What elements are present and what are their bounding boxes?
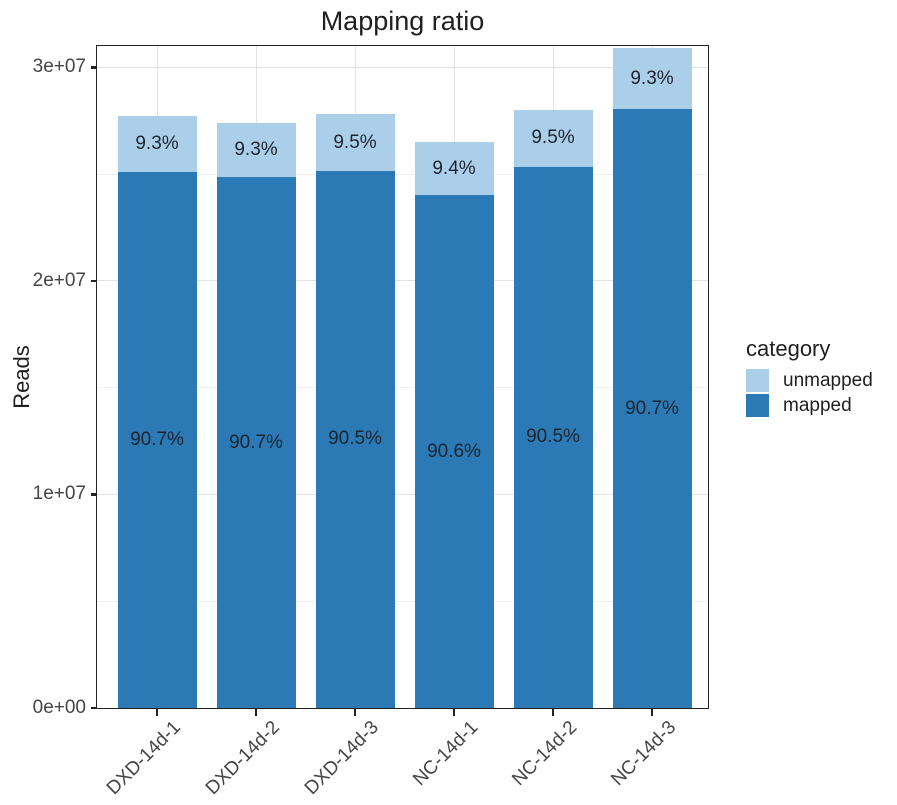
legend-label: unmapped — [783, 369, 873, 391]
y-tick-label: 2e+07 — [32, 269, 86, 291]
y-axis-title: Reads — [9, 345, 34, 409]
bar-segment-mapped — [414, 195, 494, 708]
legend: category unmapped mapped — [746, 336, 873, 419]
x-tick-label: NC-14d-1 — [408, 717, 482, 791]
bar-percent-label-mapped: 90.6% — [427, 440, 481, 462]
bar-segment-unmapped — [315, 114, 395, 171]
y-tick-mark — [91, 279, 97, 283]
x-tick-label: DXD-14d-1 — [102, 717, 185, 800]
bar-percent-label-unmapped: 9.4% — [432, 157, 476, 179]
y-major-gridline — [97, 66, 708, 68]
bar-percent-label-unmapped: 9.3% — [135, 133, 179, 155]
y-tick-mark — [91, 493, 97, 496]
y-minor-gridline — [97, 173, 708, 175]
y-minor-gridline — [97, 387, 708, 389]
legend-item-unmapped: unmapped — [746, 369, 873, 392]
x-tick-mark — [551, 709, 555, 716]
bar-percent-label-unmapped: 9.5% — [333, 131, 377, 153]
x-tick-mark — [353, 709, 357, 716]
bar-segment-unmapped — [612, 48, 692, 110]
y-minor-gridline — [97, 600, 708, 602]
y-tick-label: 1e+07 — [32, 483, 86, 505]
x-tick-mark — [254, 709, 258, 716]
bar-segment-unmapped — [513, 110, 593, 167]
bar-percent-label-unmapped: 9.5% — [531, 127, 575, 149]
legend-label: mapped — [783, 394, 852, 416]
bar-segment-mapped — [216, 177, 296, 708]
legend-swatch-mapped — [746, 394, 769, 417]
bar-percent-label-mapped: 90.7% — [229, 431, 283, 453]
y-major-gridline — [97, 493, 708, 495]
y-tick-label: 0e+00 — [32, 697, 86, 718]
chart-title: Mapping ratio — [320, 6, 485, 36]
bar-segment-unmapped — [216, 122, 296, 178]
y-tick-mark — [91, 706, 97, 710]
bar-segment-mapped — [117, 171, 197, 708]
x-tick-mark — [452, 709, 456, 716]
legend-items: unmapped mapped — [746, 369, 873, 417]
x-tick-mark — [155, 709, 159, 716]
x-tick-label: NC-14d-2 — [507, 717, 581, 791]
bar-segment-mapped — [513, 166, 593, 708]
y-major-gridline — [97, 280, 708, 282]
bar-segment-mapped — [612, 109, 692, 708]
bar-segment-unmapped — [414, 142, 494, 196]
bar-segment-mapped — [315, 170, 395, 708]
x-tick-label: NC-14d-3 — [606, 717, 680, 791]
legend-title: category — [746, 336, 831, 361]
bar-percent-label-unmapped: 9.3% — [630, 67, 674, 89]
x-tick-label: DXD-14d-3 — [300, 717, 383, 800]
bar-percent-label-mapped: 90.7% — [130, 428, 184, 450]
x-tick-label: DXD-14d-2 — [201, 717, 284, 800]
bar-segment-unmapped — [117, 116, 197, 172]
legend-swatch-unmapped — [746, 369, 769, 392]
bar-percent-label-mapped: 90.7% — [625, 397, 679, 419]
y-tick-mark — [91, 66, 97, 69]
bar-percent-label-mapped: 90.5% — [526, 426, 580, 448]
bar-percent-label-mapped: 90.5% — [328, 428, 382, 450]
y-tick-label: 3e+07 — [32, 56, 86, 78]
legend-item-mapped: mapped — [746, 394, 873, 417]
x-tick-mark — [650, 709, 654, 716]
bar-percent-label-unmapped: 9.3% — [234, 139, 278, 161]
